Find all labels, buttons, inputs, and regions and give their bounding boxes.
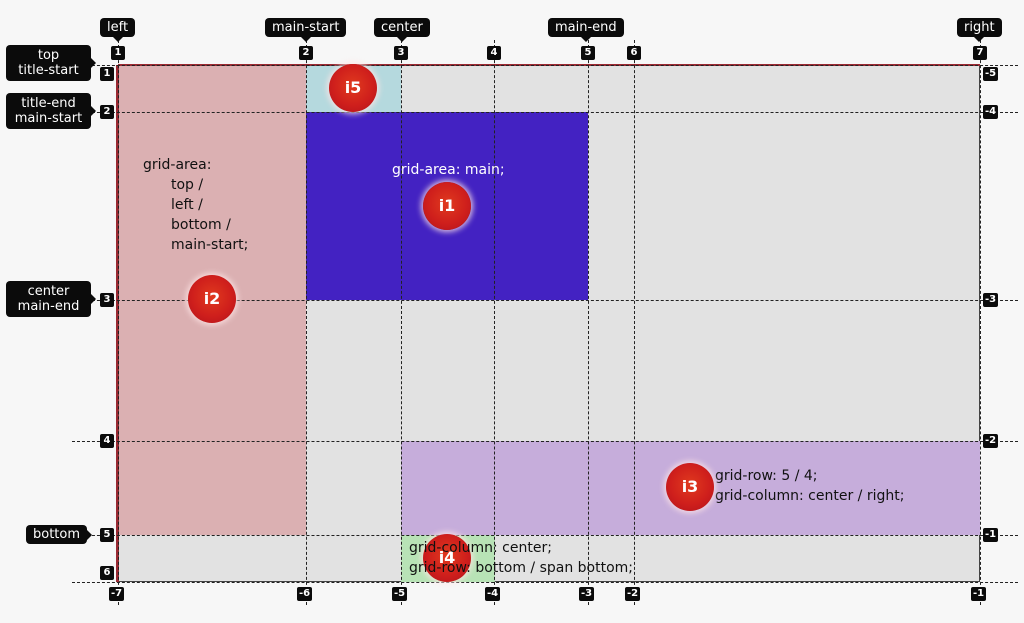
grid-item-i2-css: grid-area: top / left / bottom / main-st… (143, 155, 248, 255)
grid-item-i1-css: grid-area: main; (392, 162, 505, 178)
row-number-negative: -4 (983, 105, 999, 119)
grid-item-i5-marker: i5 (329, 64, 377, 112)
css-line: grid-column: center; (409, 540, 552, 556)
row-line-6 (72, 582, 1018, 583)
column-number-negative: -1 (971, 587, 987, 601)
row-line-4 (72, 441, 1018, 442)
column-number-negative: -3 (579, 587, 595, 601)
row-number-negative: -3 (983, 293, 999, 307)
css-line: main-start; (171, 237, 249, 253)
row-line-1 (72, 65, 1018, 66)
row-name-line: main-end (17, 299, 80, 314)
column-number: 7 (973, 46, 987, 60)
row-number: 6 (100, 566, 114, 580)
column-name-center: center (374, 18, 430, 42)
grid-item-i3-css: grid-row: 5 / 4; grid-column: center / r… (715, 466, 904, 506)
column-name-right: right (957, 18, 1002, 42)
column-number: 1 (111, 46, 125, 60)
column-line-2 (306, 40, 307, 605)
column-number: 4 (487, 46, 501, 60)
column-name-main-start: main-start (265, 18, 347, 42)
column-line-4 (494, 40, 495, 605)
row-name-line: title-end (21, 96, 76, 111)
row-name-center-main-end: center main-end (6, 281, 96, 317)
row-number: 1 (100, 67, 114, 81)
grid-item-i2-marker: i2 (188, 275, 236, 323)
container-left-edge (116, 65, 119, 582)
row-name-title-end-main-start: title-end main-start (6, 93, 96, 129)
column-line-5 (588, 40, 589, 605)
grid-item-i1-marker: i1 (423, 182, 471, 230)
grid-item-i4-marker: i4 (423, 534, 471, 582)
column-number: 3 (394, 46, 408, 60)
column-line-7 (980, 40, 981, 605)
css-line: grid-row: 5 / 4; (715, 468, 818, 484)
column-number-negative: -5 (392, 587, 408, 601)
column-name-main-end: main-end (548, 18, 624, 42)
row-number: 3 (100, 293, 114, 307)
css-line: grid-row: bottom / span bottom; (409, 560, 634, 576)
grid-item-i4-css: grid-column: center; grid-row: bottom / … (409, 538, 633, 578)
row-name-line: main-start (14, 111, 83, 126)
row-name-line: title-start (18, 63, 79, 78)
row-name-bottom: bottom (26, 525, 93, 544)
column-number: 5 (581, 46, 595, 60)
column-number: 6 (627, 46, 641, 60)
grid-item-i3-marker: i3 (666, 463, 714, 511)
row-number: 4 (100, 434, 114, 448)
column-number: 2 (299, 46, 313, 60)
row-number-negative: -5 (983, 67, 999, 81)
row-number: 2 (100, 105, 114, 119)
column-number-negative: -7 (109, 587, 125, 601)
css-line: left / (171, 197, 203, 213)
column-name-left: left (100, 18, 136, 42)
column-number-negative: -6 (297, 587, 313, 601)
row-line-2 (72, 112, 1018, 113)
column-line-3 (401, 40, 402, 605)
row-name-top-title-start: top title-start (6, 45, 96, 81)
row-name-line: center (27, 284, 70, 299)
css-line: grid-column: center / right; (715, 488, 905, 504)
column-line-6 (634, 40, 635, 605)
row-number-negative: -2 (983, 434, 999, 448)
css-line: top / (171, 177, 204, 193)
column-number-negative: -4 (485, 587, 501, 601)
column-line-1 (118, 40, 119, 605)
css-line: grid-area: (143, 157, 212, 173)
row-number-negative: -1 (983, 528, 999, 542)
row-number: 5 (100, 528, 114, 542)
row-line-5 (72, 535, 1018, 536)
row-line-3 (72, 300, 1018, 301)
column-number-negative: -2 (625, 587, 641, 601)
css-line: bottom / (171, 217, 231, 233)
row-name-line: top (37, 48, 60, 63)
